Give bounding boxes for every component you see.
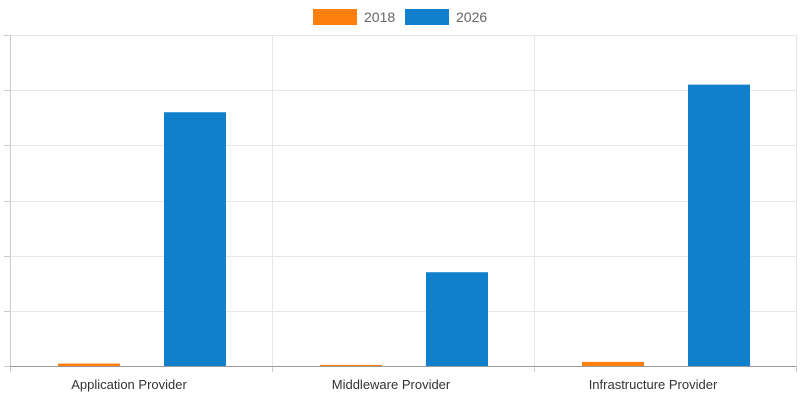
x-tick-label-infrastructure-provider: Infrastructure Provider <box>589 377 718 392</box>
legend-label-2018: 2018 <box>364 9 395 25</box>
bar-series <box>58 84 750 367</box>
legend-item-2026[interactable]: 2026 <box>405 9 487 25</box>
bar-2026-middleware-provider[interactable] <box>426 272 488 366</box>
x-tick-label-application-provider: Application Provider <box>71 377 187 392</box>
legend-label-2026: 2026 <box>456 9 487 25</box>
x-tick-labels: Application Provider Middleware Provider I… <box>71 377 718 392</box>
legend-item-2018[interactable]: 2018 <box>313 9 395 25</box>
bar-2018-infrastructure-provider[interactable] <box>582 361 644 366</box>
grid-lines <box>10 35 797 367</box>
bar-2018-application-provider[interactable] <box>58 363 120 366</box>
bar-2018-middleware-provider[interactable] <box>320 364 382 366</box>
legend-swatch-2018 <box>313 9 357 25</box>
bar-2026-infrastructure-provider[interactable] <box>688 84 750 367</box>
bar-2026-application-provider[interactable] <box>164 112 226 366</box>
legend: 2018 2026 <box>313 9 487 25</box>
legend-swatch-2026 <box>405 9 449 25</box>
x-tick-label-middleware-provider: Middleware Provider <box>332 377 451 392</box>
axes <box>4 35 797 372</box>
